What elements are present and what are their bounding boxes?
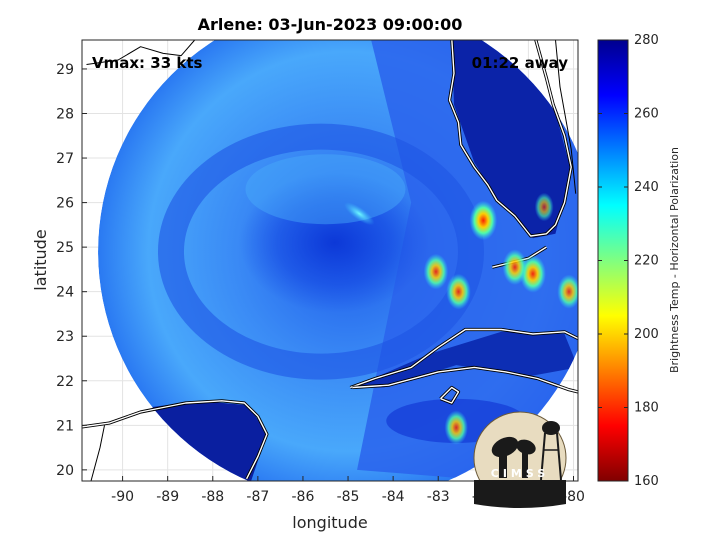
colorbar-label: Brightness Temp - Horizontal Polarizatio… xyxy=(668,147,681,373)
y-axis-label: latitude xyxy=(31,229,50,290)
time-offset-annotation: 01:22 away xyxy=(472,54,569,72)
colorbar-tick-label: 220 xyxy=(634,254,659,269)
warm-cell xyxy=(502,249,528,286)
x-axis-label: longitude xyxy=(292,513,367,532)
x-tick-label: -87 xyxy=(246,489,269,505)
warm-cell xyxy=(534,192,554,222)
x-tick-label: -80 xyxy=(562,489,585,505)
y-tick-label: 23 xyxy=(56,329,74,345)
rain-band xyxy=(157,123,484,380)
colorbar-ticks: 160 180 200 220 240 260 280 xyxy=(598,33,659,489)
warm-cell xyxy=(423,253,449,290)
y-tick-label: 27 xyxy=(56,151,74,167)
y-tick-label: 24 xyxy=(56,285,74,301)
warm-cell xyxy=(557,274,578,309)
y-tick-label: 20 xyxy=(56,463,74,479)
x-tick-label: -90 xyxy=(111,489,134,505)
warm-cell xyxy=(446,273,471,310)
coastline xyxy=(350,328,578,389)
coastline xyxy=(352,366,578,393)
coastline xyxy=(448,40,572,237)
cimss-logo: CIMSS xyxy=(473,411,567,508)
warm-cell xyxy=(469,200,498,241)
x-tick-label: -86 xyxy=(292,489,315,505)
x-tick-label: -83 xyxy=(427,489,450,505)
y-axis-ticks: 20 21 22 23 24 25 26 27 28 29 xyxy=(56,62,87,479)
coastline xyxy=(82,400,268,480)
colorbar-tick-label: 160 xyxy=(634,474,659,489)
axes-frame xyxy=(81,39,579,482)
coastline-outside xyxy=(90,425,105,481)
logo-ground xyxy=(474,480,566,508)
coastline-outside xyxy=(555,40,577,194)
logo-text: CIMSS xyxy=(491,467,549,480)
colorbar-tick-label: 180 xyxy=(634,401,659,416)
band-highlight xyxy=(245,154,406,225)
colorbar-tick-label: 280 xyxy=(634,33,659,48)
cuba-land xyxy=(352,331,578,388)
x-tick-label: -89 xyxy=(156,489,179,505)
y-tick-label: 26 xyxy=(56,196,74,212)
chart-title: Arlene: 03-Jun-2023 09:00:00 xyxy=(198,15,463,34)
warm-cell xyxy=(444,410,468,445)
x-tick-label: -84 xyxy=(382,489,405,505)
storm-core xyxy=(239,172,430,313)
colorbar-tick-label: 240 xyxy=(634,180,659,195)
y-tick-label: 29 xyxy=(56,62,74,78)
y-tick-label: 21 xyxy=(56,418,74,434)
satellite-dish-icon xyxy=(491,436,519,458)
y-tick-label: 28 xyxy=(56,107,74,123)
colorbar xyxy=(597,39,629,482)
coastline-outside xyxy=(86,40,196,65)
pale-streak xyxy=(344,202,375,226)
y-tick-label: 25 xyxy=(56,240,74,256)
x-tick-label: -88 xyxy=(201,489,224,505)
x-tick-label: -85 xyxy=(337,489,360,505)
warm-cells xyxy=(423,192,578,445)
vmax-annotation: Vmax: 33 kts xyxy=(92,54,202,72)
colorbar-tick-label: 260 xyxy=(634,107,659,122)
coastline xyxy=(440,386,460,404)
y-tick-label: 22 xyxy=(56,374,74,390)
water-tower-icon xyxy=(542,421,560,435)
colorbar-tick-label: 200 xyxy=(634,327,659,342)
